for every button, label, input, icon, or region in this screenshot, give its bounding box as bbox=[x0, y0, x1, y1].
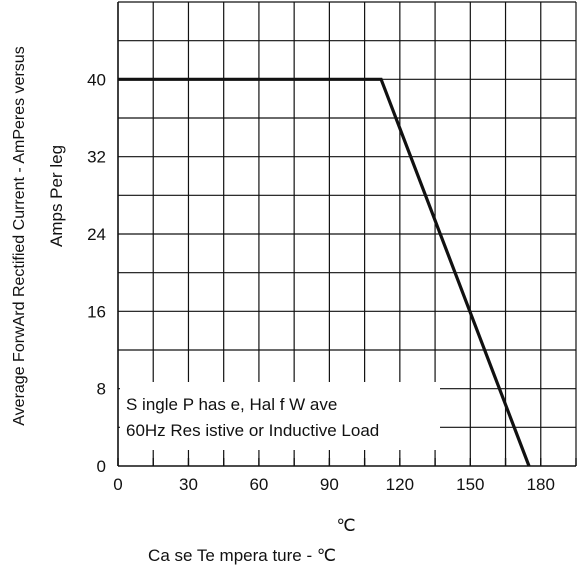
x-tick-label: 0 bbox=[113, 475, 122, 494]
series-group bbox=[118, 77, 531, 467]
x-tick-label: 120 bbox=[386, 475, 414, 494]
y-tick-label: 8 bbox=[97, 380, 106, 399]
y-tick-labels: 0 8 16 24 32 40 bbox=[87, 70, 106, 476]
y-tick-label: 24 bbox=[87, 225, 106, 244]
y-axis-label: Average ForwArd Rectified Current - AmPe… bbox=[11, 46, 28, 425]
annotation-line-1: S ingle P has e, Hal f W ave bbox=[126, 395, 337, 414]
x-tick-label: 30 bbox=[179, 475, 198, 494]
annotation-background bbox=[120, 382, 440, 450]
x-tick-labels: 0 30 60 90 120 150 180 bbox=[113, 475, 555, 494]
x-axis-unit-label: ℃ bbox=[336, 516, 355, 535]
x-tick-label: 90 bbox=[320, 475, 339, 494]
y-tick-label: 32 bbox=[87, 148, 106, 167]
y-axis-secondary-label: Amps Per leg bbox=[47, 145, 66, 247]
axes bbox=[117, 2, 577, 467]
annotation-line-2: 60Hz Res istive or Inductive Load bbox=[126, 421, 379, 440]
y-tick-label: 16 bbox=[87, 302, 106, 321]
series-line-1 bbox=[118, 77, 531, 467]
x-tick-label: 60 bbox=[249, 475, 268, 494]
x-axis-label: Ca se Te mpera ture - ℃ bbox=[148, 546, 336, 565]
y-tick-label: 40 bbox=[87, 70, 106, 89]
annotation-box: S ingle P has e, Hal f W ave 60Hz Res is… bbox=[120, 382, 440, 450]
x-tick-label: 150 bbox=[456, 475, 484, 494]
x-tick-label: 180 bbox=[527, 475, 555, 494]
y-tick-label: 0 bbox=[97, 457, 106, 476]
